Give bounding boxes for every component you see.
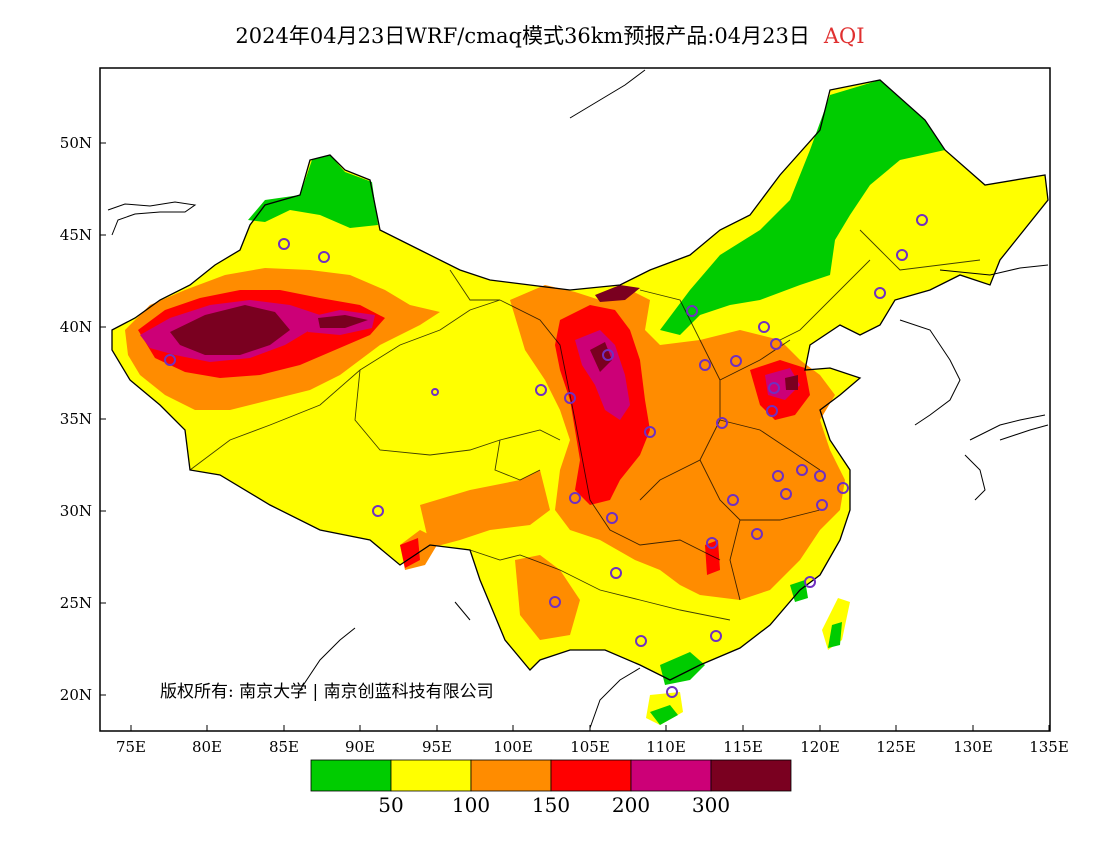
- x-tick-label: 100E: [493, 738, 533, 756]
- region-unhealthy-loess: [555, 305, 650, 505]
- station-marker: [606, 512, 618, 524]
- region-good-hainan: [650, 705, 678, 725]
- station-marker: [780, 488, 792, 500]
- station-marker: [686, 305, 698, 317]
- x-tick-label: 125E: [876, 738, 916, 756]
- y-axis: 50N 45N 40N 35N 30N 25N 20N: [60, 134, 106, 704]
- station-marker: [318, 251, 330, 263]
- station-marker: [796, 464, 808, 476]
- station-marker: [564, 392, 576, 404]
- region-good-south: [660, 652, 705, 685]
- region-unhealthy-yunnan-hot: [400, 538, 420, 568]
- station-marker: [804, 576, 816, 588]
- station-marker: [730, 355, 742, 367]
- x-tick-marks: [130, 725, 1050, 731]
- y-tick-label: 35N: [60, 410, 92, 428]
- station-marker: [814, 470, 826, 482]
- china-aqi-field: [112, 80, 1048, 725]
- station-marker: [874, 287, 886, 299]
- y-tick-label: 40N: [60, 318, 92, 336]
- region-good-taiwan: [828, 622, 842, 648]
- legend-label: 50: [378, 793, 403, 817]
- station-marker: [372, 505, 384, 517]
- station-marker: [278, 238, 290, 250]
- x-tick-label: 105E: [570, 738, 610, 756]
- region-hazardous-shandong: [785, 375, 798, 390]
- station-marker: [706, 537, 718, 549]
- station-marker: [710, 630, 722, 642]
- y-tick-label: 20N: [60, 686, 92, 704]
- legend-swatch: [710, 759, 792, 792]
- station-marker: [635, 635, 647, 647]
- legend-swatch: [310, 759, 392, 792]
- y-tick-label: 25N: [60, 594, 92, 612]
- title-main: 2024年04月23日WRF/cmaq模式36km预报产品:04月23日: [235, 24, 810, 48]
- legend-colorbar: 50 100 150 200 300: [310, 759, 792, 817]
- legend-label: 200: [612, 793, 650, 817]
- station-marker: [772, 470, 784, 482]
- region-good-dzungaria: [248, 155, 378, 228]
- station-marker: [666, 686, 678, 698]
- station-marker: [766, 405, 778, 417]
- station-marker: [610, 567, 622, 579]
- station-marker: [699, 359, 711, 371]
- legend-swatch: [630, 759, 712, 792]
- region-very-unhealthy-loess: [575, 330, 630, 420]
- legend-swatch: [550, 759, 632, 792]
- region-usg-west: [420, 470, 550, 548]
- x-tick-label: 135E: [1029, 738, 1069, 756]
- station-marker: [716, 417, 728, 429]
- region-hazardous-north: [595, 285, 640, 302]
- y-tick-label: 50N: [60, 134, 92, 152]
- x-tick-label: 85E: [269, 738, 299, 756]
- station-marker: [751, 528, 763, 540]
- china-border: [111, 79, 1049, 681]
- coastlines: [107, 69, 1049, 729]
- station-marker: [549, 596, 561, 608]
- x-tick-label: 120E: [800, 738, 840, 756]
- region-usg-yunnan: [515, 555, 580, 640]
- legend-label: 100: [452, 793, 490, 817]
- station-markers: [164, 214, 928, 698]
- x-tick-label: 110E: [646, 738, 686, 756]
- province-borders: [189, 229, 981, 621]
- x-tick-label: 80E: [192, 738, 222, 756]
- station-marker: [816, 499, 828, 511]
- station-marker: [644, 426, 656, 438]
- region-unhealthy-hunan: [705, 540, 720, 575]
- x-axis: 75E 80E 85E 90E 95E 100E 105E 110E 115E …: [116, 725, 1069, 756]
- station-marker: [431, 388, 439, 396]
- station-marker: [837, 482, 849, 494]
- map-title: 2024年04月23日WRF/cmaq模式36km预报产品:04月23日 AQI: [0, 20, 1100, 50]
- station-marker: [770, 338, 782, 350]
- station-marker: [164, 354, 176, 366]
- copyright-text: 版权所有: 南京大学 | 南京创蓝科技有限公司: [160, 682, 494, 702]
- station-marker: [758, 321, 770, 333]
- legend-swatch: [470, 759, 552, 792]
- region-good-northeast: [660, 80, 945, 335]
- station-marker: [569, 492, 581, 504]
- x-tick-label: 115E: [723, 738, 763, 756]
- x-tick-label: 90E: [345, 738, 375, 756]
- station-marker: [896, 249, 908, 261]
- station-marker: [727, 494, 739, 506]
- region-hazardous-tarim: [170, 305, 290, 355]
- y-tick-marks: [100, 142, 106, 696]
- region-hazardous-tarim-east: [318, 315, 368, 328]
- station-marker: [535, 384, 547, 396]
- x-tick-label: 130E: [953, 738, 993, 756]
- y-tick-label: 30N: [60, 502, 92, 520]
- legend-label: 300: [692, 793, 730, 817]
- title-variable: AQI: [823, 24, 865, 48]
- station-marker: [602, 349, 614, 361]
- x-tick-label: 95E: [422, 738, 452, 756]
- legend-swatch: [390, 759, 472, 792]
- station-marker: [768, 382, 780, 394]
- legend-label: 150: [532, 793, 570, 817]
- x-tick-label: 75E: [116, 738, 146, 756]
- y-tick-label: 45N: [60, 226, 92, 244]
- station-marker: [916, 214, 928, 226]
